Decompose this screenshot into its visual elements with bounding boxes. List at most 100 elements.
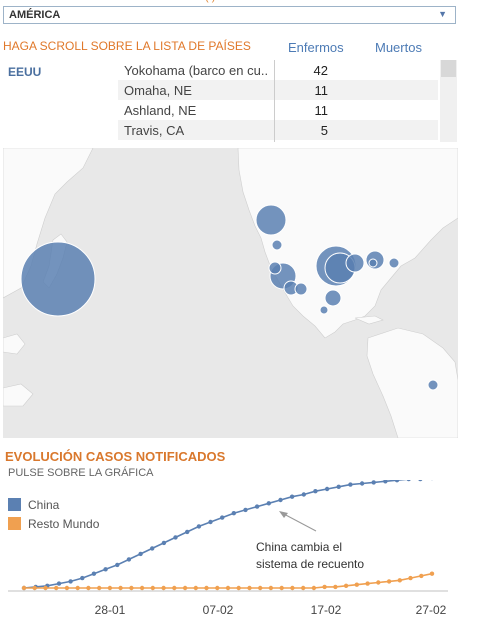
data-point[interactable] — [371, 480, 376, 485]
data-point[interactable] — [324, 486, 330, 492]
bubble-brazil[interactable] — [427, 379, 439, 391]
col-header-deaths[interactable]: Muertos — [375, 40, 422, 55]
data-point[interactable] — [161, 540, 167, 546]
data-point[interactable] — [354, 582, 359, 587]
data-point[interactable] — [56, 581, 62, 586]
bubble-mexico[interactable] — [319, 305, 329, 315]
evolution-line-chart[interactable]: 28-01 07-02 17-02 27-02 China Resto Mund… — [0, 480, 470, 625]
data-point[interactable] — [173, 535, 178, 540]
bubble-arizona[interactable] — [294, 282, 308, 296]
map-svg[interactable] — [3, 148, 458, 438]
legend-label-china[interactable]: China — [28, 498, 60, 512]
data-point[interactable] — [91, 571, 97, 576]
data-point[interactable] — [126, 557, 132, 562]
data-point[interactable] — [32, 585, 37, 591]
data-point[interactable] — [408, 575, 413, 581]
data-point[interactable] — [138, 551, 143, 557]
bubble-new-york[interactable] — [388, 257, 400, 269]
table-row[interactable]: Ashland, NE 11 — [118, 100, 438, 120]
data-point[interactable] — [185, 529, 190, 535]
data-point[interactable] — [97, 585, 102, 591]
data-point[interactable] — [386, 579, 392, 584]
data-point[interactable] — [258, 585, 263, 591]
data-point[interactable] — [348, 482, 353, 487]
data-point[interactable] — [43, 585, 48, 591]
data-point[interactable] — [118, 585, 123, 591]
data-point[interactable] — [54, 585, 59, 591]
data-point[interactable] — [64, 585, 70, 591]
data-point[interactable] — [103, 567, 108, 572]
data-point[interactable] — [311, 585, 317, 591]
data-point[interactable] — [333, 584, 338, 590]
data-point[interactable] — [279, 585, 284, 591]
bubble-ohio[interactable] — [368, 258, 378, 268]
data-point[interactable] — [80, 575, 85, 581]
data-point[interactable] — [243, 507, 248, 513]
cases-map[interactable] — [3, 148, 458, 438]
data-point[interactable] — [268, 585, 274, 591]
data-point[interactable] — [115, 562, 120, 568]
legend-swatch-resto[interactable] — [8, 517, 21, 530]
chevron-down-icon[interactable]: ▼ — [438, 9, 447, 19]
data-point[interactable] — [322, 584, 327, 590]
data-point[interactable] — [247, 585, 252, 591]
data-point[interactable] — [150, 585, 155, 591]
data-point[interactable] — [129, 585, 134, 591]
bubble-texas[interactable] — [324, 289, 342, 307]
data-point[interactable] — [86, 585, 91, 591]
data-point[interactable] — [376, 580, 381, 585]
region-select[interactable]: AMÉRICA ▼ — [3, 6, 456, 24]
data-point[interactable] — [193, 585, 198, 591]
data-point[interactable] — [313, 489, 318, 494]
scrollbar-thumb[interactable] — [441, 60, 456, 77]
data-point[interactable] — [150, 546, 155, 551]
data-point[interactable] — [394, 480, 400, 483]
data-point[interactable] — [172, 585, 177, 591]
table-row[interactable]: Travis, CA 5 — [118, 120, 438, 140]
data-point[interactable] — [231, 511, 236, 516]
bubble-california-bay[interactable] — [268, 261, 282, 275]
data-point[interactable] — [215, 585, 220, 591]
data-point[interactable] — [383, 480, 388, 484]
table-row[interactable]: Yokohama (barco en cu.. 42 — [118, 60, 438, 80]
legend-label-resto[interactable]: Resto Mundo — [28, 517, 100, 531]
data-point[interactable] — [266, 501, 271, 506]
data-point[interactable] — [397, 578, 402, 583]
table-row[interactable]: Omaha, NE 11 — [118, 80, 438, 100]
data-point[interactable] — [418, 480, 423, 482]
bubble-washington[interactable] — [255, 204, 287, 236]
data-point[interactable] — [343, 583, 349, 588]
data-point[interactable] — [208, 519, 213, 525]
data-point[interactable] — [278, 497, 283, 503]
data-point[interactable] — [289, 494, 295, 499]
bubble-central[interactable] — [345, 253, 365, 273]
data-point[interactable] — [196, 524, 202, 529]
table-scrollbar[interactable] — [440, 60, 457, 142]
data-point[interactable] — [236, 585, 241, 591]
data-point[interactable] — [419, 573, 424, 579]
country-label[interactable]: EEUU — [8, 65, 42, 79]
data-point[interactable] — [68, 579, 73, 584]
data-point[interactable] — [204, 585, 209, 591]
data-point[interactable] — [75, 585, 80, 591]
data-point[interactable] — [359, 481, 365, 486]
data-point[interactable] — [336, 484, 341, 489]
data-point[interactable] — [254, 504, 260, 509]
data-point[interactable] — [21, 585, 27, 591]
data-point[interactable] — [139, 585, 145, 591]
data-point[interactable] — [429, 571, 435, 576]
bubble-yokohama[interactable] — [20, 241, 96, 317]
data-point[interactable] — [365, 581, 370, 586]
data-point[interactable] — [220, 515, 225, 520]
series-line-0[interactable] — [23, 480, 432, 589]
bubble-oregon[interactable] — [271, 239, 283, 251]
col-header-cases[interactable]: Enfermos — [288, 40, 344, 55]
data-point[interactable] — [301, 585, 306, 591]
data-point[interactable] — [290, 585, 295, 591]
data-point[interactable] — [107, 585, 113, 591]
data-point[interactable] — [225, 585, 231, 591]
data-point[interactable] — [161, 585, 166, 591]
data-point[interactable] — [182, 585, 188, 591]
data-point[interactable] — [406, 480, 411, 482]
data-point[interactable] — [301, 492, 306, 497]
